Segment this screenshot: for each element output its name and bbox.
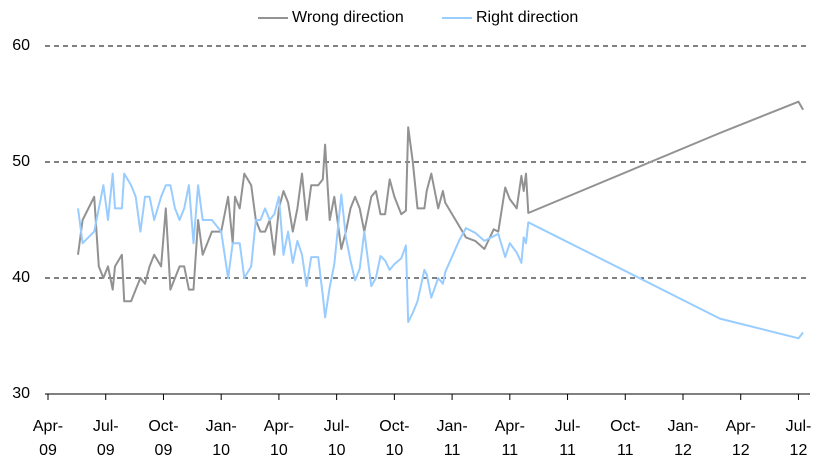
x-tick-label: Oct- 09: [148, 418, 178, 459]
y-tick-label: 40: [12, 269, 30, 286]
x-tick-label-line: 10: [212, 442, 230, 459]
y-tick-label: 60: [12, 37, 30, 54]
x-tick-label-line: 11: [444, 442, 461, 459]
x-tick-label-line: Apr-: [264, 418, 294, 435]
series-line: [77, 172, 804, 340]
x-tick-label: Jul- 09: [93, 418, 119, 459]
x-tick-label: Apr- 09: [33, 418, 63, 459]
x-tick-label: Jan- 12: [667, 418, 698, 459]
x-tick-label-line: Jul-: [93, 418, 119, 435]
x-tick-label-line: Jul-: [324, 418, 350, 435]
x-tick-label-line: 11: [502, 442, 519, 459]
x-tick-label-line: Jul-: [786, 418, 812, 435]
x-tick-label-line: 11: [559, 442, 576, 459]
x-tick-label-line: Apr-: [495, 418, 525, 435]
x-tick-label: Apr- 12: [726, 418, 756, 459]
x-tick-label-line: 09: [39, 442, 57, 459]
x-tick-label-line: 10: [270, 442, 288, 459]
y-tick-label: 50: [12, 153, 30, 170]
x-tick-label-line: 10: [328, 442, 346, 459]
x-tick-label: Oct- 11: [610, 418, 640, 459]
x-tick-label-line: 11: [617, 442, 634, 459]
series-line: [77, 100, 804, 303]
x-tick-label-line: 09: [97, 442, 115, 459]
x-tick-label-line: Oct-: [610, 418, 640, 435]
y-tick-label: 30: [12, 385, 30, 402]
x-tick-label-line: Oct-: [148, 418, 178, 435]
x-tick-label: Apr- 10: [264, 418, 294, 459]
x-tick-label-line: Jul-: [555, 418, 581, 435]
x-tick-label-line: 09: [155, 442, 173, 459]
x-tick-label: Jan- 10: [206, 418, 237, 459]
x-tick-label-line: 12: [732, 442, 750, 459]
legend-label: Right direction: [476, 9, 578, 26]
x-tick-label: Jul- 12: [786, 418, 812, 459]
x-tick-label-line: 12: [674, 442, 692, 459]
x-tick-label-line: Jan-: [667, 418, 698, 435]
x-tick-label: Jul- 11: [555, 418, 581, 459]
x-tick-label: Jan- 11: [437, 418, 468, 459]
x-tick-label: Oct- 10: [379, 418, 409, 459]
x-tick-label: Jul- 10: [324, 418, 350, 459]
x-tick-label-line: Apr-: [33, 418, 63, 435]
x-tick-label-line: 10: [385, 442, 403, 459]
x-tick-label-line: Apr-: [726, 418, 756, 435]
x-tick-label-line: 12: [790, 442, 808, 459]
x-tick-label-line: Jan-: [206, 418, 237, 435]
x-tick-label-line: Oct-: [379, 418, 409, 435]
x-tick-label-line: Jan-: [437, 418, 468, 435]
legend-label: Wrong direction: [292, 9, 404, 26]
x-tick-label: Apr- 11: [495, 418, 525, 459]
